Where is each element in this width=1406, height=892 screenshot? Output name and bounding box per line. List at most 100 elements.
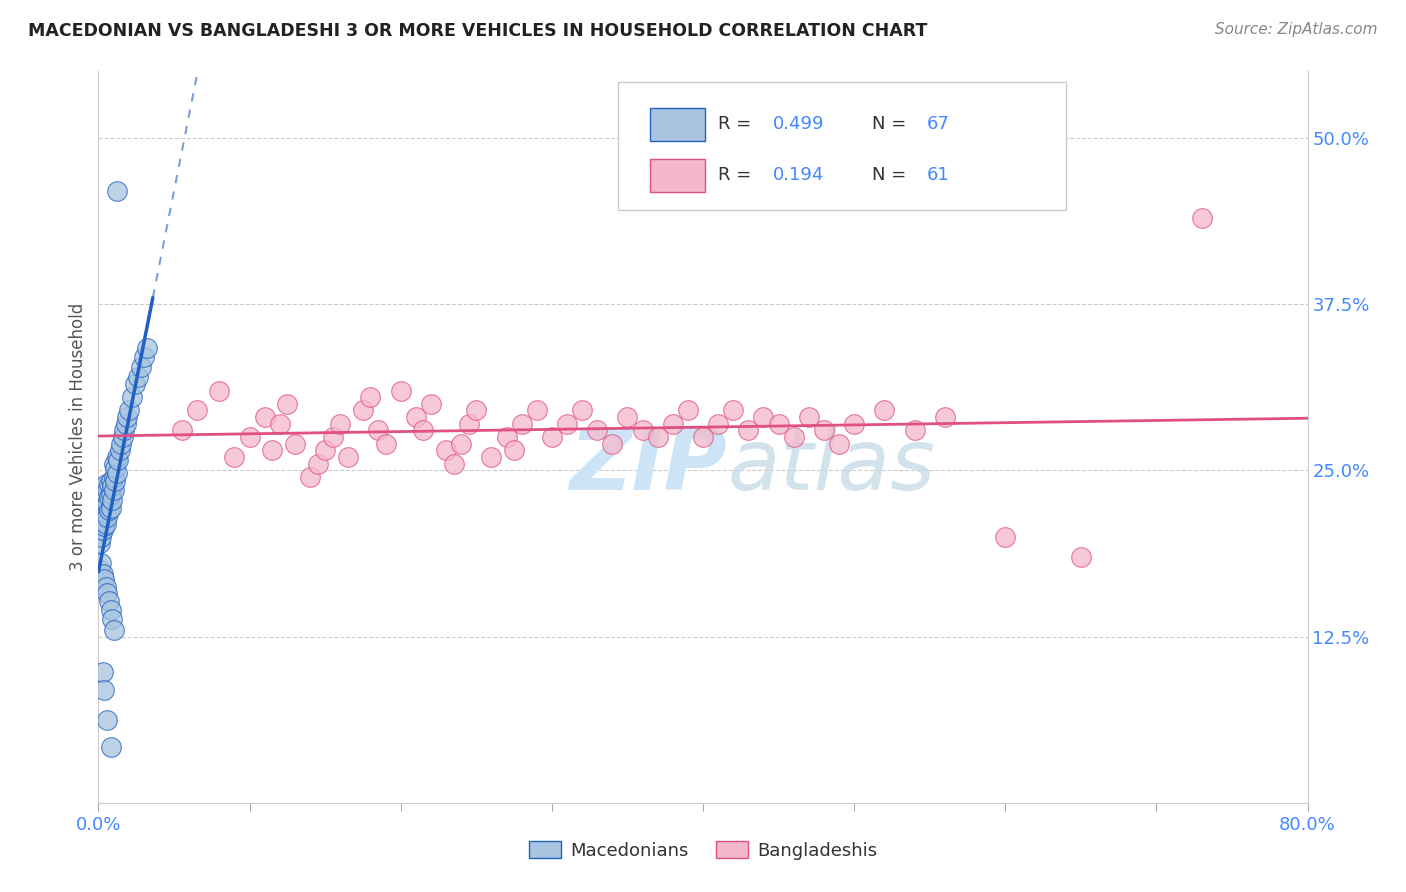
Point (100, 487, 122, 501)
Point (420, 397, 443, 411)
Point (586, 424, 609, 438)
Point (828, 436, 851, 450)
Point (94, 516, 117, 531)
Point (676, 403, 699, 417)
Point (96, 497, 118, 511)
Point (90, 497, 112, 511)
Point (389, 384, 412, 398)
Point (768, 417, 790, 431)
Point (813, 424, 835, 438)
Point (114, 417, 136, 431)
Point (103, 483, 125, 498)
Text: R =: R = (717, 115, 756, 133)
Point (269, 417, 291, 431)
Point (105, 450, 128, 464)
Point (571, 403, 593, 417)
Point (873, 403, 896, 417)
Text: Source: ZipAtlas.com: Source: ZipAtlas.com (1215, 22, 1378, 37)
Point (115, 410, 138, 425)
Point (98, 593, 121, 607)
Point (93, 519, 115, 533)
Point (98, 476, 121, 491)
Point (91, 665, 114, 680)
Point (495, 430, 517, 444)
Point (314, 443, 336, 458)
Point (1191, 211, 1213, 225)
Point (91, 567, 114, 582)
Point (450, 436, 472, 450)
Point (367, 424, 389, 438)
Point (412, 424, 434, 438)
Point (89, 523, 111, 537)
Text: atlas: atlas (727, 425, 935, 508)
Point (101, 612, 124, 626)
Point (90, 516, 112, 531)
Point (100, 500, 122, 515)
Point (104, 460, 127, 475)
Point (434, 443, 457, 458)
Point (124, 376, 146, 391)
Point (284, 436, 307, 450)
Point (107, 452, 129, 467)
Point (647, 430, 669, 444)
Point (94, 497, 117, 511)
Point (510, 417, 533, 431)
Point (661, 417, 683, 431)
Point (101, 492, 124, 507)
Point (253, 410, 276, 425)
Point (105, 466, 128, 480)
Point (93, 490, 115, 504)
FancyBboxPatch shape (650, 159, 706, 193)
Text: ZIP: ZIP (569, 425, 727, 508)
Point (336, 450, 359, 464)
Point (132, 351, 155, 365)
Point (170, 424, 193, 438)
Text: N =: N = (872, 166, 912, 184)
Point (94, 476, 117, 491)
Point (100, 739, 122, 754)
Text: 0.194: 0.194 (773, 166, 824, 184)
Point (443, 457, 465, 471)
Point (93, 500, 115, 515)
Point (374, 436, 396, 450)
Point (186, 403, 208, 417)
Point (405, 410, 427, 425)
Point (322, 430, 344, 444)
Point (105, 184, 128, 198)
Point (103, 623, 125, 637)
Text: 61: 61 (927, 166, 949, 184)
Point (93, 509, 115, 524)
Point (89, 536, 111, 550)
Point (90, 506, 112, 520)
Point (110, 436, 132, 450)
Point (100, 603, 122, 617)
Point (135, 341, 157, 355)
FancyBboxPatch shape (650, 108, 706, 141)
Point (91, 514, 114, 528)
Point (540, 430, 562, 444)
Point (360, 390, 382, 404)
Point (103, 470, 125, 484)
Point (631, 424, 654, 438)
Point (262, 443, 284, 458)
Point (994, 530, 1017, 544)
Point (91, 503, 114, 517)
Point (108, 443, 131, 458)
Point (307, 457, 329, 471)
Point (737, 424, 759, 438)
Point (94, 580, 117, 594)
Point (616, 410, 638, 425)
Point (91, 492, 114, 507)
Point (602, 436, 624, 450)
Point (129, 359, 152, 374)
Point (101, 479, 124, 493)
Y-axis label: 3 or more Vehicles in Household: 3 or more Vehicles in Household (69, 303, 87, 571)
Point (707, 417, 730, 431)
Point (555, 417, 578, 431)
Point (503, 443, 526, 458)
Point (96, 714, 118, 728)
Text: R =: R = (717, 166, 756, 184)
Point (89, 509, 111, 524)
Point (96, 585, 118, 599)
Point (239, 430, 262, 444)
